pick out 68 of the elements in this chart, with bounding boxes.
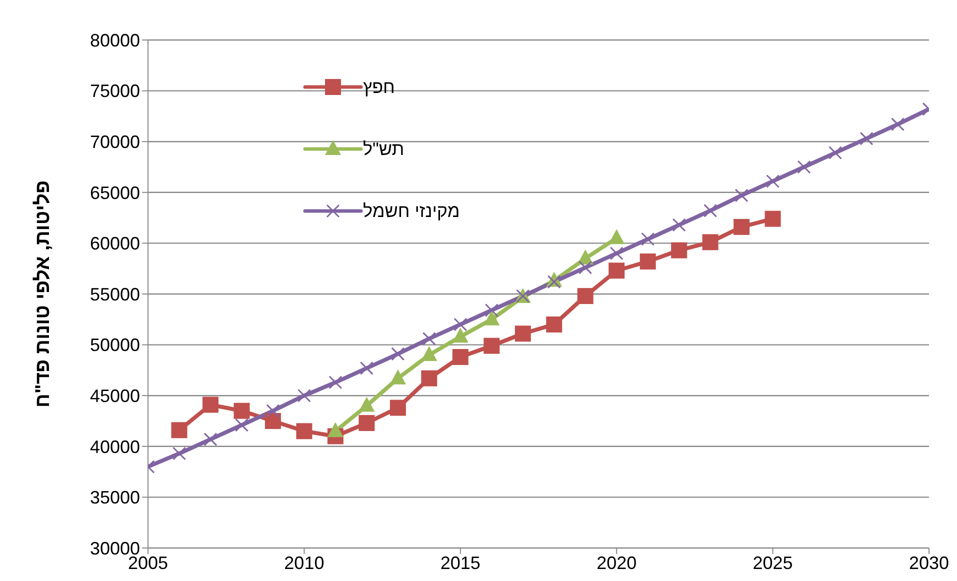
y-tick-label: 70000 [90,132,140,152]
point [734,218,750,235]
point [452,348,468,365]
point [547,275,561,289]
point [421,346,438,361]
point [671,242,688,258]
y-tick-label: 35000 [90,488,140,508]
point [202,396,218,413]
point [358,415,375,432]
point [484,338,500,354]
point [204,432,218,446]
point [608,229,625,244]
y-tick-label: 75000 [90,81,140,102]
x-tick-label: 2010 [284,552,324,573]
legend-label: מקינזי חשמל [363,200,460,222]
point [578,260,592,274]
point [390,400,406,416]
point [391,347,405,361]
point [702,234,718,250]
y-tick-label: 65000 [90,182,140,203]
point [172,446,186,460]
point [358,396,375,412]
y-tick-label: 50000 [90,335,140,356]
point [484,304,498,318]
point [734,188,748,202]
x-tick-label: 2015 [440,552,480,573]
point [296,423,312,440]
point [610,246,624,260]
point [797,160,811,174]
point [234,418,248,432]
point [327,422,344,438]
x-tick-label: 2020 [596,552,637,573]
point [422,332,436,346]
y-tick-label: 45000 [90,386,140,406]
point [297,388,311,402]
x-tick-label: 2030 [908,552,950,573]
point [766,174,780,188]
point [860,132,874,146]
point [704,204,718,218]
point [264,413,281,429]
point [546,316,562,332]
legend-label: חפץ [363,76,395,98]
y-tick-label: 55000 [90,284,140,304]
legend-label: תש"ל [363,138,404,160]
x-tick-label: 2025 [752,552,793,573]
point [234,402,250,419]
point [484,310,500,326]
point [421,370,438,386]
point [328,376,342,390]
point [266,404,280,418]
point [514,326,531,342]
point [454,318,468,332]
y-tick-label: 80000 [90,30,140,50]
point [640,253,656,270]
y-tick-label: 40000 [90,436,140,457]
y-axis-title: פליטות, אלפי טונות פד"ח [32,180,54,408]
point [641,232,655,246]
point [764,210,781,227]
point [891,118,905,132]
point [390,369,406,384]
point [577,288,594,304]
point [452,328,468,343]
point [171,422,188,438]
point [608,262,625,279]
y-tick-label: 60000 [90,234,140,254]
point [360,361,374,375]
point [828,146,842,160]
point [672,218,686,232]
